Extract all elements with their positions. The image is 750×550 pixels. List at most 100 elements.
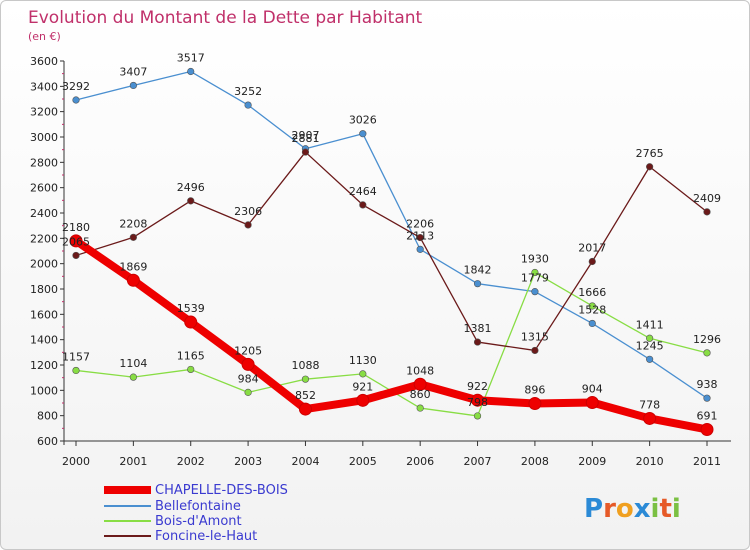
proxiti-logo: Proxiti (584, 494, 681, 524)
data-point (588, 302, 596, 310)
data-point (69, 234, 83, 248)
data-label: 3517 (177, 52, 205, 65)
data-point (126, 273, 140, 287)
data-label: 1539 (177, 302, 205, 315)
data-point (703, 349, 711, 357)
data-label: 2065 (62, 235, 90, 248)
data-label: 938 (697, 378, 718, 391)
x-tick-label: 2009 (578, 455, 606, 468)
series-line (72, 236, 711, 434)
data-point (471, 393, 485, 407)
x-tick-label: 2006 (406, 455, 434, 468)
data-label: 984 (238, 372, 259, 385)
data-label: 2306 (234, 205, 262, 218)
data-label: 798 (467, 396, 488, 409)
data-label: 1165 (177, 349, 205, 362)
data-point (643, 411, 657, 425)
data-label: 3252 (234, 85, 262, 98)
data-label: 1381 (464, 322, 492, 335)
data-label: 2765 (636, 147, 664, 160)
data-label: 1869 (119, 260, 147, 273)
data-label: 921 (352, 380, 373, 393)
data-label: 2907 (291, 129, 319, 142)
data-label: 2496 (177, 181, 205, 194)
data-label: 2113 (406, 229, 434, 242)
y-tick-label: 2400 (30, 207, 58, 220)
data-point (473, 338, 482, 346)
data-point (531, 268, 539, 277)
data-point (356, 393, 370, 407)
data-point (359, 370, 367, 378)
y-tick-label: 3200 (30, 106, 58, 119)
data-label: 860 (410, 388, 431, 401)
y-tick-label: 1000 (30, 384, 58, 397)
data-label: 3407 (119, 65, 147, 78)
data-point (531, 346, 539, 355)
legend-label: Bellefontaine (155, 499, 241, 514)
data-label: 1088 (291, 359, 319, 372)
data-label: 1157 (62, 350, 90, 363)
data-point (187, 365, 195, 374)
x-tick-label: 2011 (693, 455, 721, 468)
series-line (75, 70, 708, 399)
data-label: 896 (524, 384, 545, 397)
data-label: 1315 (521, 330, 549, 343)
data-point (298, 402, 312, 416)
data-point (187, 197, 195, 205)
data-label: 3026 (349, 114, 377, 127)
data-label: 2409 (693, 192, 721, 205)
data-point (72, 96, 80, 104)
data-point (244, 101, 252, 109)
data-point (72, 366, 80, 375)
data-point (703, 208, 711, 216)
data-label: 778 (639, 398, 660, 411)
x-tick-label: 2005 (349, 455, 377, 468)
data-point (244, 221, 252, 229)
y-tick-label: 3600 (30, 55, 58, 68)
x-tick-label: 2004 (291, 455, 319, 468)
y-tick-label: 3000 (30, 131, 58, 144)
data-point (416, 245, 424, 253)
data-point (244, 388, 252, 396)
x-tick-label: 2007 (464, 455, 492, 468)
data-label: 2206 (406, 218, 434, 231)
data-label: 2208 (119, 217, 147, 230)
legend: CHAPELLE-DES-BOISBellefontaineBois-d'Amo… (104, 483, 288, 544)
data-label: 1930 (521, 253, 549, 266)
y-tick-label: 2200 (30, 232, 58, 245)
x-tick-label: 2000 (62, 455, 90, 468)
data-label: 2881 (291, 132, 319, 145)
data-point (528, 397, 542, 411)
legend-label: CHAPELLE-DES-BOIS (155, 483, 288, 498)
data-point (413, 377, 427, 391)
data-point (703, 394, 711, 402)
data-point (359, 130, 367, 138)
x-tick-label: 2008 (521, 455, 549, 468)
data-point (129, 233, 137, 241)
data-label: 2464 (349, 185, 377, 198)
data-point (301, 148, 310, 156)
y-tick-label: 2000 (30, 258, 58, 271)
data-label: 1048 (406, 364, 434, 377)
x-tick-label: 2010 (636, 455, 664, 468)
data-point (241, 357, 255, 371)
data-label: 1296 (693, 333, 721, 346)
data-point (646, 355, 654, 363)
series-layer (69, 67, 714, 436)
y-tick-label: 1800 (30, 283, 58, 296)
data-label: 1130 (349, 354, 377, 367)
y-tick-label: 3400 (30, 80, 58, 93)
x-tick-label: 2003 (234, 455, 262, 468)
data-point (588, 319, 596, 328)
data-label: 922 (467, 380, 488, 393)
svg-text:Proxiti: Proxiti (584, 494, 681, 524)
data-label: 691 (697, 409, 718, 422)
axes: 600 800 1000 1200 1400 1600 1800 2000 2200 2400 26… (30, 55, 731, 468)
data-point (187, 67, 195, 76)
legend-label: Foncine-le-Haut (155, 529, 257, 544)
data-point (301, 375, 310, 383)
y-tick-label: 800 (37, 410, 58, 423)
data-label: 2180 (62, 221, 90, 234)
legend-label: Bois-d'Amont (155, 514, 242, 529)
